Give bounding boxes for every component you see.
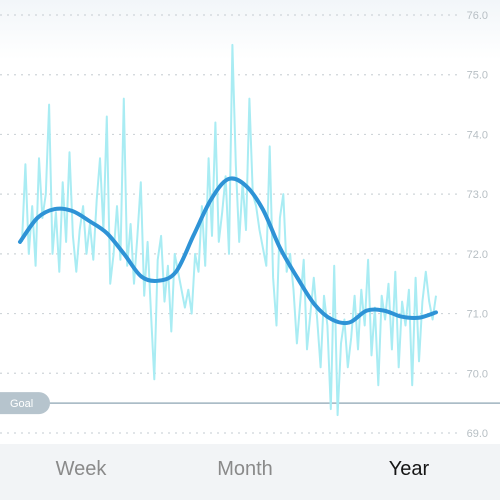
raw-layer: [21, 43, 437, 417]
chart-svg: Goal 69.0 70.0 71.0 72.0 73.0 74.0 75.0 76.0: [0, 10, 500, 440]
trend-layer: [18, 176, 438, 326]
goal-badge: [0, 392, 50, 415]
y-tick-label: 74.0: [467, 129, 488, 141]
y-tick-label: 70.0: [467, 368, 488, 380]
y-tick-label: 76.0: [467, 10, 488, 22]
tab-year[interactable]: Year: [388, 458, 430, 480]
tick-layer: 69.0 70.0 71.0 72.0 73.0 74.0 75.0 76.0: [467, 10, 488, 440]
goal-layer: Goal: [0, 392, 500, 415]
tab-week[interactable]: Week: [55, 458, 107, 480]
trend-series-line: [18, 176, 438, 326]
y-tick-label: 72.0: [467, 249, 488, 261]
daily-series-line: [21, 43, 437, 417]
tab-month[interactable]: Month: [217, 458, 273, 480]
goal-label: Goal: [10, 398, 33, 410]
y-tick-label: 69.0: [467, 428, 488, 440]
y-tick-label: 73.0: [467, 189, 488, 201]
period-tab-bar: Week Month Year: [0, 444, 500, 500]
trend-chart: Goal 69.0 70.0 71.0 72.0 73.0 74.0 75.0 76.0: [0, 0, 500, 444]
y-tick-label: 71.0: [467, 309, 488, 321]
y-tick-label: 75.0: [467, 70, 488, 82]
